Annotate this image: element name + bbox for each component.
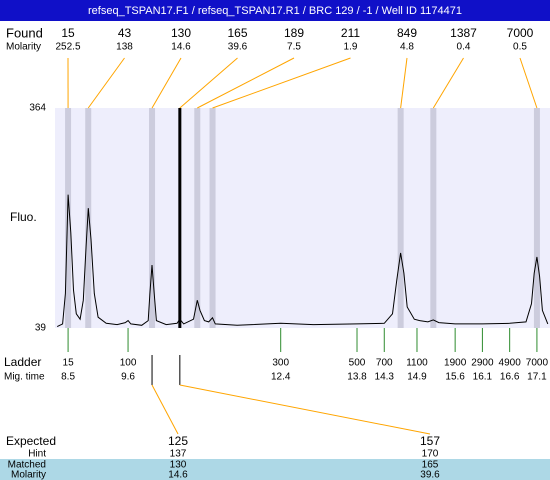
expected-size: 157 bbox=[420, 434, 440, 448]
peak-connector bbox=[151, 57, 182, 109]
y-tick-label: 364 bbox=[29, 103, 46, 114]
y-axis-label: Fluo. bbox=[10, 210, 37, 224]
hint-label: Hint bbox=[28, 449, 46, 460]
found-size: 15 bbox=[61, 26, 75, 40]
peak-band bbox=[65, 108, 72, 328]
found-molarity: 14.6 bbox=[171, 42, 191, 53]
expected-hint: 170 bbox=[422, 449, 439, 460]
trace bbox=[56, 194, 549, 328]
expected-matched: 130 bbox=[170, 460, 187, 471]
ladder-label: Ladder bbox=[4, 355, 41, 369]
matched-highlight bbox=[0, 459, 550, 480]
matched-label: Matched bbox=[8, 460, 46, 471]
ladder-size: 7000 bbox=[526, 358, 549, 369]
peak-band bbox=[397, 108, 404, 328]
peak-connector bbox=[197, 57, 295, 109]
ladder-time: 15.6 bbox=[445, 372, 465, 383]
peak-band bbox=[430, 108, 437, 328]
peak-band bbox=[209, 108, 216, 328]
peak-band bbox=[194, 108, 201, 328]
ladder-time: 12.4 bbox=[271, 372, 291, 383]
peak-connector bbox=[212, 57, 351, 109]
found-molarity-label: Molarity bbox=[6, 42, 41, 53]
peak-connector bbox=[400, 57, 408, 109]
expected-size: 125 bbox=[168, 434, 188, 448]
peak-connector bbox=[179, 57, 238, 109]
selected-peak-band bbox=[178, 108, 182, 328]
ladder-size: 1900 bbox=[444, 358, 467, 369]
peak-connector bbox=[432, 57, 464, 109]
expected-molarity: 14.6 bbox=[168, 470, 188, 480]
found-molarity: 138 bbox=[116, 42, 133, 53]
found-size: 849 bbox=[397, 26, 417, 40]
ladder-size: 15 bbox=[63, 358, 75, 369]
found-size: 189 bbox=[284, 26, 304, 40]
found-size: 1387 bbox=[450, 26, 477, 40]
header-bar bbox=[0, 0, 550, 21]
peak-connector bbox=[87, 57, 125, 109]
ladder-time: 14.9 bbox=[407, 372, 427, 383]
found-size: 211 bbox=[341, 26, 360, 40]
expected-matched: 165 bbox=[422, 460, 439, 471]
found-molarity: 0.4 bbox=[457, 42, 471, 53]
found-molarity: 1.9 bbox=[344, 42, 358, 53]
ladder-time: 14.3 bbox=[375, 372, 395, 383]
expected-connector bbox=[151, 384, 179, 435]
ladder-size: 100 bbox=[120, 358, 137, 369]
plot-area bbox=[55, 108, 550, 328]
ladder-time: 9.6 bbox=[121, 372, 135, 383]
ladder-size: 700 bbox=[376, 358, 393, 369]
expected-molarity: 39.6 bbox=[420, 470, 440, 480]
peak-connector bbox=[519, 57, 538, 109]
y-tick-label: 39 bbox=[35, 323, 47, 334]
found-size: 130 bbox=[171, 26, 191, 40]
molarity-label: Molarity bbox=[11, 470, 46, 480]
found-molarity: 4.8 bbox=[400, 42, 414, 53]
ladder-time: 16.1 bbox=[473, 372, 493, 383]
found-molarity: 39.6 bbox=[228, 42, 248, 53]
mig-time-label: Mig. time bbox=[4, 372, 45, 383]
ladder-time: 13.8 bbox=[347, 372, 367, 383]
found-molarity: 7.5 bbox=[287, 42, 301, 53]
found-size: 43 bbox=[118, 26, 132, 40]
ladder-size: 300 bbox=[272, 358, 289, 369]
found-molarity: 252.5 bbox=[55, 42, 80, 53]
expected-connector bbox=[179, 384, 431, 435]
ladder-time: 17.1 bbox=[527, 372, 547, 383]
peak-band bbox=[85, 108, 92, 328]
ladder-size: 4900 bbox=[499, 358, 522, 369]
ladder-size: 2900 bbox=[471, 358, 494, 369]
found-size: 7000 bbox=[507, 26, 534, 40]
found-size: 165 bbox=[227, 26, 247, 40]
ladder-time: 8.5 bbox=[61, 372, 75, 383]
ladder-time: 16.6 bbox=[500, 372, 520, 383]
ladder-size: 500 bbox=[349, 358, 366, 369]
found-molarity: 0.5 bbox=[513, 42, 527, 53]
expected-label: Expected bbox=[6, 434, 56, 448]
header-title: refseq_TSPAN17.F1 / refseq_TSPAN17.R1 / … bbox=[88, 5, 462, 17]
peak-band bbox=[149, 108, 156, 328]
expected-hint: 137 bbox=[170, 449, 187, 460]
peak-band bbox=[533, 108, 540, 328]
ladder-size: 1100 bbox=[406, 358, 428, 369]
found-label: Found bbox=[6, 25, 43, 40]
